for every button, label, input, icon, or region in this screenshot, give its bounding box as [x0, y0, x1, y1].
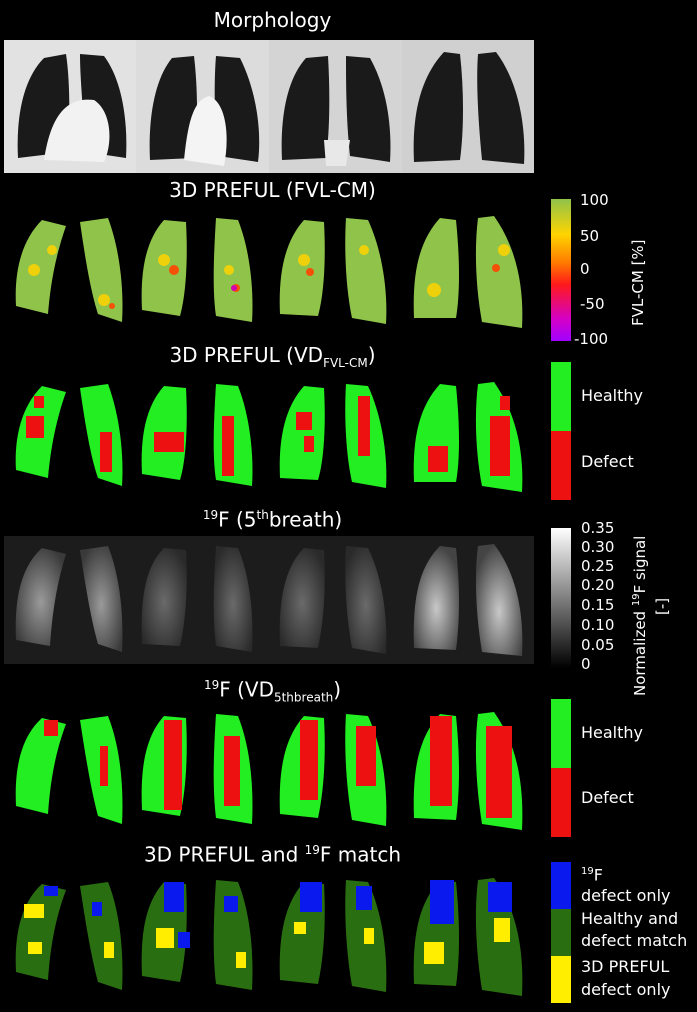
- f19-colorbar: [551, 528, 571, 668]
- f19-vd-map: [15, 712, 523, 830]
- match-yellow-swatch: [551, 956, 571, 1003]
- fvl-title: 3D PREFUL (FVL-CM): [169, 178, 376, 202]
- match-yellow-label-2: defect only: [581, 980, 671, 999]
- match-blue-label-2: defect only: [581, 886, 671, 905]
- f19-vd-healthy-swatch: [551, 699, 571, 768]
- morphology-panel: [4, 40, 534, 173]
- f19-tick-030: 0.30: [581, 538, 615, 556]
- morph-slice-1: [4, 40, 136, 173]
- fvl-map: [15, 216, 523, 328]
- f19-colorbar-label: Normalized 19F signal: [631, 535, 649, 696]
- f19-title: 19F (5thbreath): [202, 507, 343, 532]
- match-blue-swatch: [551, 862, 571, 909]
- match-green-swatch: [551, 909, 571, 956]
- morph-slice-3: [269, 40, 402, 173]
- f19-tick-010: 0.10: [581, 616, 615, 634]
- vd-fvl-panel: [4, 376, 534, 498]
- match-map: [15, 878, 523, 996]
- f19-vd-defect-label: Defect: [581, 788, 634, 807]
- fvl-tick-neg50: -50: [580, 295, 605, 313]
- match-blue-label-1: 19F: [581, 865, 603, 885]
- f19-vd-healthy-label: Healthy: [581, 723, 644, 742]
- vd-fvl-map: [15, 382, 523, 492]
- f19-tick-005: 0.05: [581, 636, 615, 654]
- morphology-title: Morphology: [213, 8, 332, 32]
- f19-panel: [4, 536, 534, 664]
- f19-tick-025: 0.25: [581, 557, 615, 575]
- fvl-colorbar: [551, 199, 571, 341]
- vd-fvl-defect-swatch: [551, 431, 571, 500]
- f19-tick-035: 0.35: [581, 519, 615, 537]
- f19-vd-defect-swatch: [551, 768, 571, 837]
- f19-colorbar-unit: [-]: [653, 597, 671, 615]
- vd-fvl-healthy-swatch: [551, 362, 571, 431]
- fvl-panel: [4, 210, 534, 335]
- fvl-tick-neg100: -100: [574, 330, 609, 348]
- fvl-tick-100: 100: [580, 191, 609, 209]
- morph-slice-4: [402, 40, 534, 173]
- fvl-tick-50: 50: [580, 227, 600, 245]
- vd-fvl-title: 3D PREFUL (VDFVL-CM): [169, 343, 376, 370]
- match-title: 3D PREFUL and 19F match: [143, 842, 402, 867]
- f19-signal-image: [4, 536, 534, 664]
- f19-vd-title: 19F (VD5thbreath): [203, 677, 342, 705]
- morphology-image: [4, 40, 534, 173]
- f19-tick-020: 0.20: [581, 576, 615, 594]
- fvl-colorbar-label: FVL-CM [%]: [629, 239, 647, 326]
- morph-slice-2: [136, 40, 269, 173]
- match-green-label-2: defect match: [581, 931, 688, 950]
- f19-tick-0: 0: [581, 655, 591, 673]
- match-panel: [4, 872, 534, 1002]
- vd-fvl-healthy-label: Healthy: [581, 386, 644, 405]
- vd-fvl-defect-label: Defect: [581, 452, 634, 471]
- f19-tick-015: 0.15: [581, 596, 615, 614]
- f19-vd-panel: [4, 706, 534, 836]
- match-yellow-label-1: 3D PREFUL: [581, 957, 670, 976]
- match-green-label-1: Healthy and: [581, 909, 679, 928]
- fvl-tick-0: 0: [580, 260, 590, 278]
